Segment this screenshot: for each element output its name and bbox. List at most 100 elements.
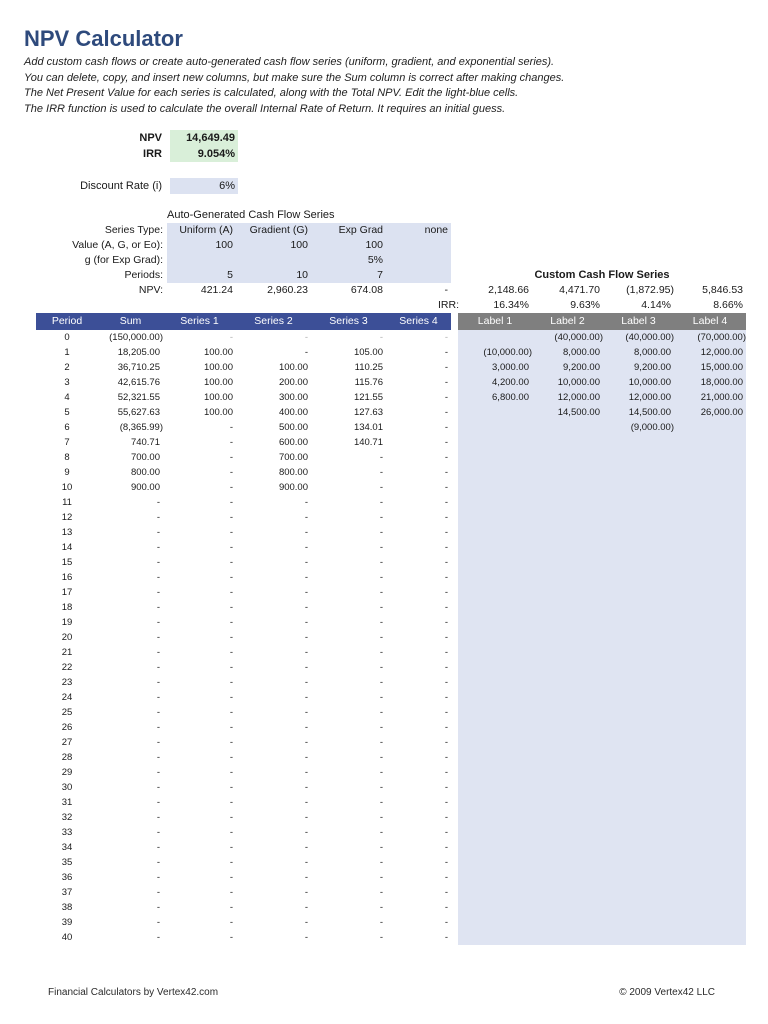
value-cell	[603, 810, 674, 825]
value-cell	[458, 915, 532, 930]
value-cell: -	[444, 872, 448, 883]
period-cell: 2	[64, 362, 70, 373]
value-cell	[603, 480, 674, 495]
value-cell	[603, 825, 674, 840]
value-cell: -	[379, 857, 383, 868]
value-cell: 105.00	[353, 347, 383, 358]
value-cell: -	[229, 797, 233, 808]
value-cell	[458, 870, 532, 885]
value-cell: -	[444, 602, 448, 613]
value-cell	[674, 630, 746, 645]
period-cell: 22	[61, 662, 73, 673]
column-header-label2: Label 2	[532, 313, 603, 330]
value-cell	[674, 870, 746, 885]
value-cell: -	[229, 437, 233, 448]
value-cell: -	[304, 512, 308, 523]
value-cell: -	[379, 827, 383, 838]
g-cell	[236, 253, 311, 268]
period-cell: 25	[61, 707, 73, 718]
value-cell: -	[229, 752, 233, 763]
table-row: 6 (8,365.99) - 500.00 134.01 - (9,000.00)	[36, 420, 746, 435]
period-cell: 29	[61, 767, 73, 778]
value-cell: -	[229, 827, 233, 838]
table-row: 23 - - - - -	[36, 675, 746, 690]
value-cell: 14,500.00	[628, 407, 671, 418]
value-cell: -	[156, 707, 160, 718]
value-cell: -	[379, 617, 383, 628]
row-label: Value (A, G, or Eo):	[72, 239, 163, 251]
table-row: 21 - - - - -	[36, 645, 746, 660]
value-cell	[532, 915, 603, 930]
column-header-label3: Label 3	[603, 313, 674, 330]
period-cell: 6	[64, 422, 70, 433]
value-cell: 134.01	[353, 422, 383, 433]
value-cell	[532, 645, 603, 660]
value-cell: -	[379, 602, 383, 613]
value-cell	[603, 600, 674, 615]
g-cell: 5%	[367, 254, 383, 266]
value-cell	[603, 840, 674, 855]
period-cell: 12	[61, 512, 73, 523]
value-cell	[674, 840, 746, 855]
value-cell	[603, 525, 674, 540]
footer-credit: Financial Calculators by Vertex42.com	[48, 987, 219, 998]
value-cell: -	[304, 617, 308, 628]
value-cell: -	[379, 482, 383, 493]
value-cell: 8,000.00	[634, 347, 671, 358]
table-row: 27 - - - - -	[36, 735, 746, 750]
value-cell: -	[379, 692, 383, 703]
value-cell	[458, 585, 532, 600]
value-cell: -	[379, 647, 383, 658]
value-cell: -	[156, 542, 160, 553]
value-cell: -	[229, 677, 233, 688]
value-cell: -	[156, 632, 160, 643]
value-cell	[458, 480, 532, 495]
value-cell	[458, 795, 532, 810]
value-cell	[603, 885, 674, 900]
value-cell	[603, 765, 674, 780]
period-cell: 30	[61, 782, 73, 793]
value-cell: -	[304, 887, 308, 898]
value-cell: -	[229, 782, 233, 793]
table-row: 28 - - - - -	[36, 750, 746, 765]
value-cell	[603, 735, 674, 750]
npv-cell: 421.24	[200, 284, 233, 296]
value-cell: -	[156, 887, 160, 898]
periods-cell: 10	[296, 269, 308, 281]
value-cell	[458, 780, 532, 795]
value-cell	[603, 645, 674, 660]
value-cell: -	[444, 332, 448, 343]
value-cell: -	[304, 857, 308, 868]
column-header-series4: Series 4	[386, 313, 451, 330]
value-cell: -	[444, 497, 448, 508]
value-cell	[458, 330, 532, 345]
value-cell: -	[229, 917, 233, 928]
value-cell: -	[379, 887, 383, 898]
value-cell: -	[304, 632, 308, 643]
value-cell: -	[229, 902, 233, 913]
value-cell	[674, 480, 746, 495]
period-cell: 38	[61, 902, 73, 913]
value-cell: -	[304, 872, 308, 883]
value-cell: -	[444, 587, 448, 598]
value-cell	[603, 495, 674, 510]
value-cell: (9,000.00)	[630, 422, 674, 433]
value-cell	[674, 720, 746, 735]
table-row: 32 - - - - -	[36, 810, 746, 825]
periods-cell: 7	[377, 269, 383, 281]
value-cell: -	[379, 752, 383, 763]
value-cell: -	[444, 482, 448, 493]
value-cell	[532, 570, 603, 585]
table-row: 19 - - - - -	[36, 615, 746, 630]
value-cell	[674, 510, 746, 525]
value-cell: -	[229, 842, 233, 853]
value-cell: -	[156, 842, 160, 853]
value-cell	[674, 675, 746, 690]
table-row: 5 55,627.63 100.00 400.00 127.63 - 14,500.00 14…	[36, 405, 746, 420]
value-cell	[532, 615, 603, 630]
value-cell: -	[229, 857, 233, 868]
value-cell: -	[379, 677, 383, 688]
value-cell: -	[444, 902, 448, 913]
discount-rate-value: 6%	[170, 178, 238, 194]
value-cell: 900.00	[130, 482, 160, 493]
